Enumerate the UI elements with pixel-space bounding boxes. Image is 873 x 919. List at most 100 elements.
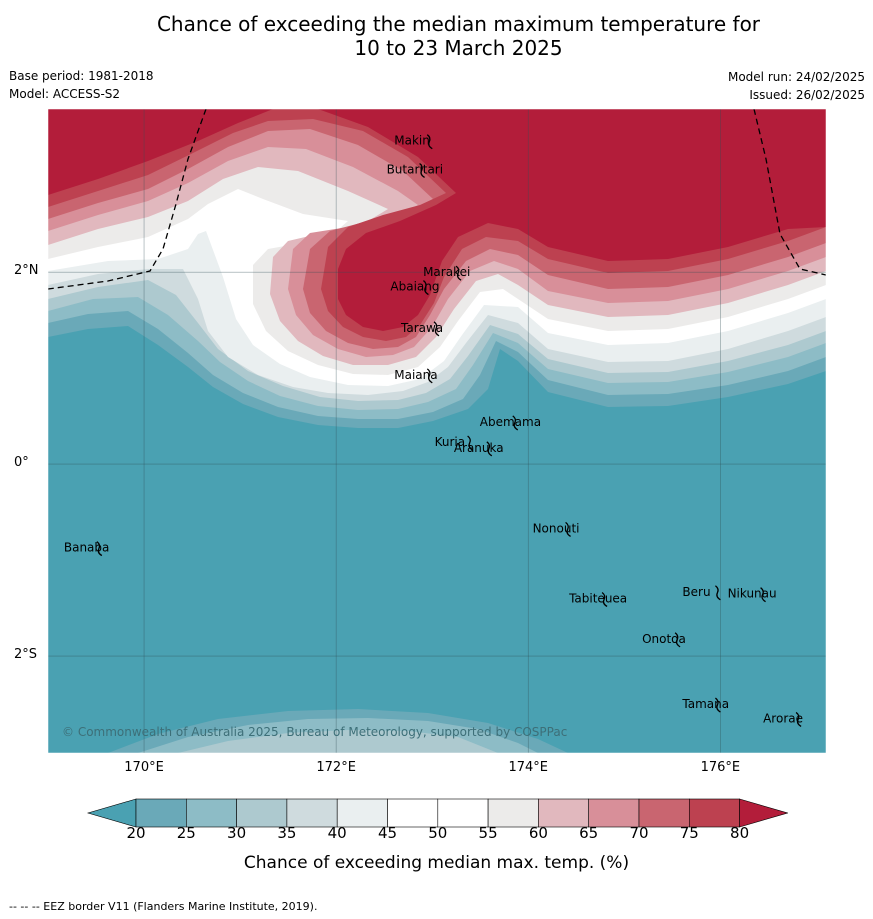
colorbar-tick-label: 50: [428, 824, 447, 839]
island-outline: [715, 585, 721, 601]
island-label: Marakei: [423, 265, 470, 279]
island-outline: [512, 415, 519, 431]
island-outline: [426, 368, 433, 384]
island-label: Butaritari: [387, 162, 444, 176]
colorbar-tick-label: 25: [177, 824, 196, 839]
island-label: Abemama: [480, 415, 541, 429]
colorbar-tick-label: 60: [529, 824, 548, 839]
island-makin: Makin: [394, 134, 433, 150]
colorbar-segment: [236, 798, 288, 828]
island-label: Tarawa: [400, 321, 443, 335]
lon-tick-label: 172°E: [316, 760, 356, 775]
colorbar-tick-label: 65: [579, 824, 598, 839]
colorbar-under-arrow: [86, 798, 137, 828]
island-outline: [426, 134, 433, 150]
colorbar-title: Chance of exceeding median max. temp. (%…: [243, 853, 630, 873]
island-label: Beru: [682, 585, 710, 599]
island-nikunau: Nikunau: [728, 587, 777, 603]
colorbar-segment: [638, 798, 690, 828]
island-aranuka: Aranuka: [454, 441, 504, 457]
island-beru: Beru: [682, 585, 721, 601]
island-arorae: Arorae: [763, 711, 803, 728]
colorbar-segment: [538, 798, 589, 828]
colorbar-segment: [437, 798, 489, 828]
colorbar-segment: [186, 798, 237, 828]
island-outline: [96, 541, 103, 557]
island-outline: [423, 280, 429, 296]
colorbar-tick-label: 40: [328, 824, 347, 839]
lat-tick-label: 2°N: [14, 263, 39, 279]
colorbar-segment: [135, 798, 187, 828]
island-label: Kuria: [435, 435, 466, 449]
island-outline: [419, 162, 425, 179]
meta-left: Base period: 1981-2018 Model: ACCESS-S2: [9, 69, 154, 105]
island-outline: [565, 521, 571, 537]
colorbar-segment: [336, 798, 388, 828]
island-outline: [760, 587, 766, 603]
issued-date: Issued: 26/02/2025: [749, 88, 865, 102]
bottom-band-30-35: [178, 730, 498, 753]
island-tamana: Tamana: [681, 697, 729, 713]
model-run: Model run: 24/02/2025: [727, 70, 865, 84]
colorbar-tick-label: 55: [479, 824, 498, 839]
colorbar-tick-label: 35: [277, 824, 296, 839]
island-label: Nikunau: [728, 587, 777, 601]
island-kuria: Kuria: [435, 435, 473, 451]
graticule: [48, 109, 826, 753]
eez-footnote: -- -- -- EEZ border V11 (Flanders Marine…: [9, 900, 318, 913]
island-label: Onotoa: [642, 632, 686, 646]
island-label: Banaba: [64, 541, 110, 555]
colorbar-segment: [286, 798, 338, 828]
base-period: Base period: 1981-2018: [9, 69, 154, 83]
above-80-region: [48, 109, 826, 331]
island-nonouti: Nonouti: [533, 521, 580, 537]
island-marakei: Marakei: [423, 265, 470, 281]
colorbar-tick-label: 80: [730, 824, 749, 839]
island-butaritari: Butaritari: [387, 162, 444, 179]
island-outline: [715, 697, 721, 713]
island-maiana: Maiana: [394, 368, 438, 384]
island-outline: [486, 441, 493, 457]
colorbar-segment: [487, 798, 539, 828]
island-label: Nonouti: [533, 521, 580, 535]
lat-tick-label: 2°S: [14, 647, 38, 663]
island-outline: [455, 265, 462, 281]
island-label: Tamana: [681, 697, 729, 711]
map-title: Chance of exceeding the median maximum t…: [0, 12, 873, 60]
island-outline: [795, 711, 802, 728]
island-label: Aranuka: [454, 441, 504, 455]
colorbar-segment: [588, 798, 640, 828]
island-outline: [433, 321, 440, 337]
island-label: Maiana: [394, 368, 437, 382]
title-line-1: Chance of exceeding the median maximum t…: [156, 12, 761, 36]
colorbar-segment: [688, 798, 740, 828]
island-outline: [601, 591, 608, 608]
colorbar: 20 25 30 35 40 45 50 55 60 65 70 75 80: [86, 798, 788, 839]
lon-tick-label: 170°E: [124, 760, 164, 775]
lat-tick-label: 0°: [14, 455, 29, 471]
eez-border-west: [48, 109, 207, 290]
meta-right: Model run: 24/02/2025 Issued: 26/02/2025: [728, 70, 865, 106]
island-label: Arorae: [763, 711, 803, 725]
colorbar-tick-label: 30: [227, 824, 246, 839]
island-onotoa: Onotoa: [642, 632, 686, 648]
lon-tick-label: 174°E: [508, 760, 548, 775]
island-abemama: Abemama: [480, 415, 541, 431]
colorbar-over-arrow: [739, 798, 788, 828]
island-label: Makin: [394, 134, 430, 148]
lon-tick-label: 176°E: [700, 760, 741, 775]
model-name: Model: ACCESS-S2: [9, 87, 121, 101]
island-label: Tabiteuea: [568, 591, 627, 605]
island-outline: [467, 435, 473, 451]
island-tarawa: Tarawa: [400, 321, 443, 337]
title-line-2: 10 to 23 March 2025: [354, 36, 563, 60]
colorbar-tick-label: 45: [378, 824, 397, 839]
colorbar-tick-label: 75: [680, 824, 699, 839]
island-tabiteuea: Tabiteuea: [568, 591, 627, 608]
colorbar-segment: [387, 798, 439, 828]
colorbar-tick-label: 70: [629, 824, 648, 839]
eez-border-east: [753, 109, 826, 276]
island-banaba: Banaba: [64, 541, 110, 557]
